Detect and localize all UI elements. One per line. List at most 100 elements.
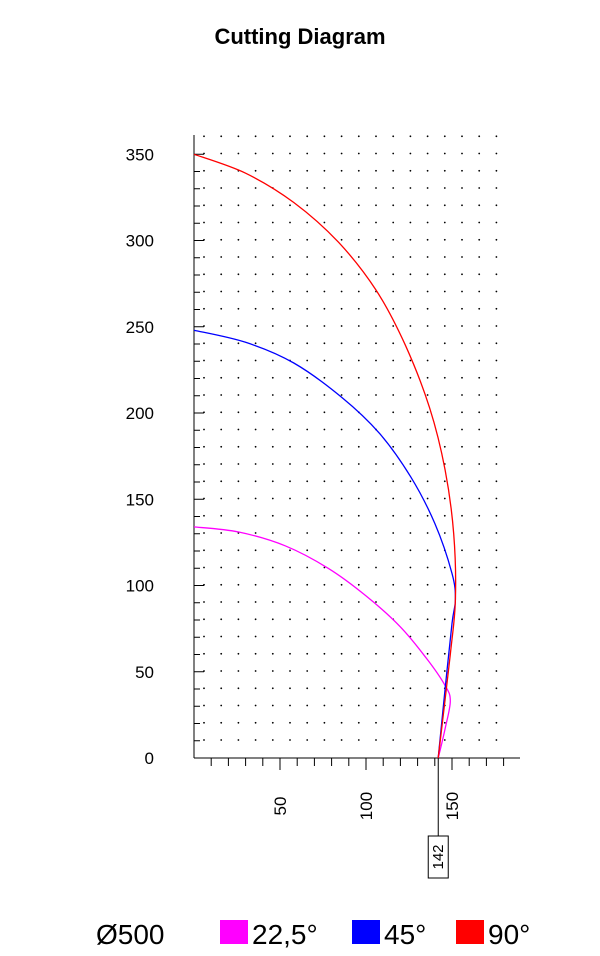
grid-dot xyxy=(392,514,395,517)
grid-dot xyxy=(409,497,412,500)
grid-dot xyxy=(357,514,360,517)
grid-dot xyxy=(443,514,446,517)
grid-dot xyxy=(461,256,463,258)
grid-dot xyxy=(323,583,326,586)
grid-dot xyxy=(375,359,377,362)
grid-dot xyxy=(478,704,481,707)
grid-dot xyxy=(271,463,274,465)
legend-swatch xyxy=(352,920,380,944)
grid-dot xyxy=(426,307,429,310)
grid-dot xyxy=(375,566,377,569)
grid-dot xyxy=(220,135,223,138)
grid-dot xyxy=(478,411,481,414)
grid-dot xyxy=(495,307,498,310)
grid-dot xyxy=(495,342,498,345)
grid-dot xyxy=(495,463,498,465)
grid-dot xyxy=(203,256,205,258)
grid-dot xyxy=(271,739,274,741)
grid-dot xyxy=(323,238,326,241)
grid-dot xyxy=(409,221,412,224)
grid-dot xyxy=(237,204,240,207)
grid-dot xyxy=(254,566,257,569)
grid-dot xyxy=(426,187,429,189)
grid-dot xyxy=(340,635,343,638)
grid-dot xyxy=(409,687,412,690)
grid-dot xyxy=(289,290,291,293)
grid-dot xyxy=(495,411,498,414)
grid-dot xyxy=(323,566,326,569)
grid-dot xyxy=(357,652,360,655)
grid-dot xyxy=(392,428,395,431)
grid-dot xyxy=(392,169,395,172)
grid-dot xyxy=(323,359,326,362)
grid-dot xyxy=(426,273,429,276)
grid-dot xyxy=(409,238,412,241)
grid-dot xyxy=(495,739,498,741)
grid-dot xyxy=(495,618,498,621)
grid-dot xyxy=(409,463,412,465)
grid-dot xyxy=(323,445,326,448)
grid-dot xyxy=(461,549,463,552)
grid-dot xyxy=(375,204,377,207)
grid-dot xyxy=(237,652,240,655)
y-tick-label: 0 xyxy=(145,749,154,768)
grid-dot xyxy=(443,583,446,586)
x-tick-label: 100 xyxy=(357,792,376,820)
grid-dot xyxy=(357,376,360,379)
grid-dot xyxy=(495,325,498,327)
grid-dot xyxy=(443,497,446,500)
grid-dot xyxy=(357,635,360,638)
grid-dot xyxy=(409,307,412,310)
grid-dot xyxy=(220,480,223,483)
x-marker: 142 xyxy=(427,758,449,879)
grid-dot xyxy=(203,721,205,724)
grid-dot xyxy=(323,428,326,431)
grid-dot xyxy=(357,135,360,138)
grid-dot xyxy=(409,445,412,448)
grid-dot xyxy=(392,583,395,586)
grid-dot xyxy=(306,238,309,241)
grid-dot xyxy=(443,635,446,638)
grid-dot xyxy=(254,721,257,724)
grid-dot xyxy=(443,325,446,327)
grid-dot xyxy=(323,290,326,293)
grid-dot xyxy=(443,152,446,155)
grid-dot xyxy=(340,532,343,534)
grid-dot xyxy=(357,307,360,310)
grid-dot xyxy=(271,670,274,672)
grid-dot xyxy=(220,670,223,672)
grid-dot xyxy=(375,394,377,396)
grid-dot xyxy=(203,532,205,534)
grid-dot xyxy=(478,359,481,362)
grid-dot xyxy=(375,497,377,500)
grid-dot xyxy=(461,721,463,724)
grid-dot xyxy=(357,221,360,224)
grid-dot xyxy=(375,480,377,483)
grid-dot xyxy=(357,256,360,258)
grid-dot xyxy=(478,514,481,517)
grid-dot xyxy=(426,514,429,517)
grid-dot xyxy=(306,445,309,448)
grid-dot xyxy=(375,238,377,241)
grid-dot xyxy=(306,497,309,500)
grid-dot xyxy=(254,325,257,327)
grid-dot xyxy=(340,135,343,138)
grid-dot xyxy=(478,635,481,638)
grid-dot xyxy=(271,428,274,431)
grid-dot xyxy=(340,376,343,379)
grid-dot xyxy=(203,307,205,310)
grid-dot xyxy=(271,566,274,569)
grid-dot xyxy=(220,221,223,224)
grid-dot xyxy=(426,532,429,534)
grid-dot xyxy=(478,687,481,690)
grid-dot xyxy=(478,221,481,224)
grid-dot xyxy=(443,480,446,483)
grid-dot xyxy=(461,480,463,483)
grid-dot xyxy=(461,394,463,396)
grid-dot xyxy=(237,187,240,189)
grid-dot xyxy=(254,480,257,483)
grid-dot xyxy=(254,497,257,500)
grid-dot xyxy=(254,394,257,396)
grid-dot xyxy=(220,721,223,724)
grid-dot xyxy=(289,411,291,414)
